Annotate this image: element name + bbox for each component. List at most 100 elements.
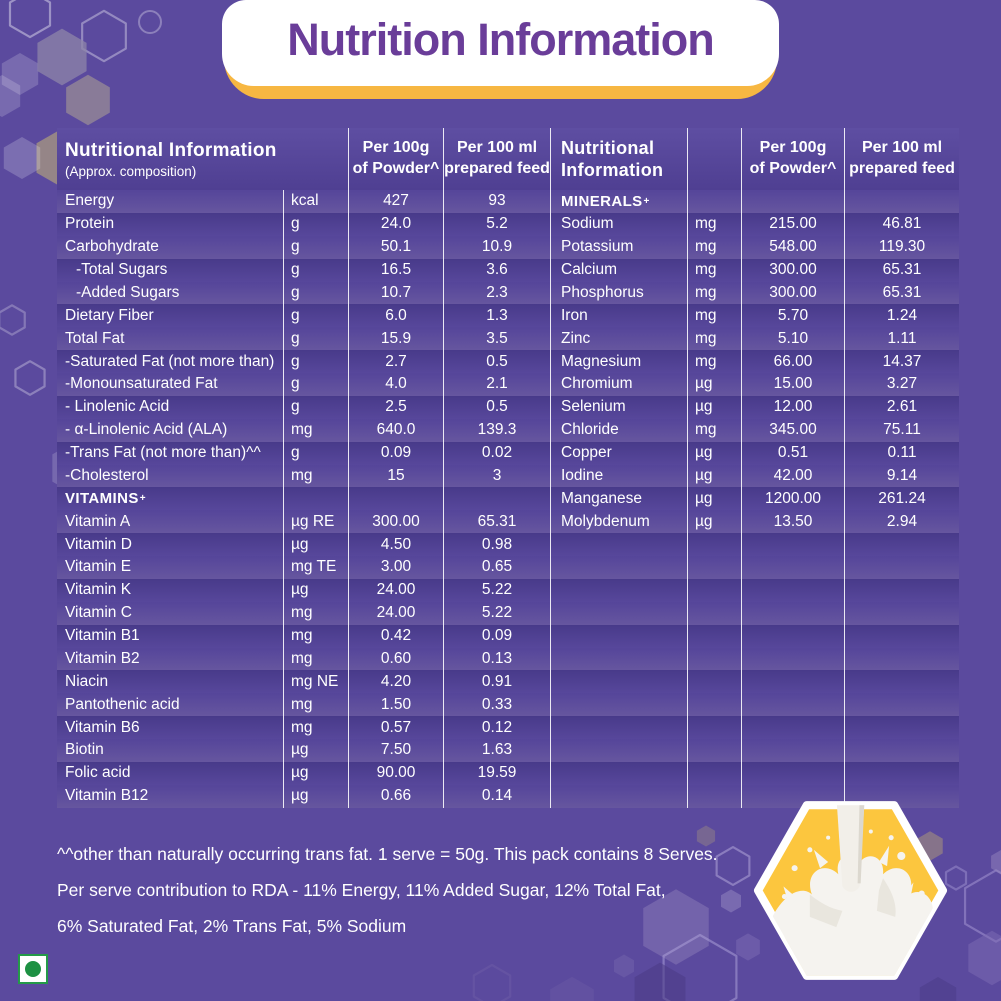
unit — [687, 716, 741, 739]
nutrient-name: Phosphorus — [561, 283, 644, 301]
table-row — [551, 556, 959, 579]
right-table-title-cell: Nutritional Information — [551, 128, 687, 190]
value-per-100g: 2.7 — [348, 350, 443, 373]
unit: µg — [687, 510, 741, 534]
table-row: -Trans Fat (not more than)^^ g 0.09 0.02 — [57, 441, 550, 465]
value-per-100ml: 0.5 — [443, 350, 550, 373]
table-row: Pantothenic acid mg 1.50 0.33 — [57, 693, 550, 717]
table-row: Potassium mg 548.00 119.30 — [551, 235, 959, 259]
table-row: Chloride mg 345.00 75.11 — [551, 418, 959, 442]
right-table-title-line2: Information — [561, 160, 664, 180]
table-row: Magnesium mg 66.00 14.37 — [551, 350, 959, 373]
unit: mg — [687, 350, 741, 373]
value-per-100g — [741, 624, 844, 648]
unit — [687, 533, 741, 556]
value-per-100g — [741, 739, 844, 762]
table-row: Vitamin B1 mg 0.42 0.09 — [57, 624, 550, 648]
right-table-body: MINERALS + Sodium mg 215.00 46.81 Potassium mg 5… — [551, 190, 959, 808]
table-row: Manganese µg 1200.00 261.24 — [551, 487, 959, 511]
nutrient-name — [551, 785, 687, 808]
value-per-100g: 0.57 — [348, 716, 443, 739]
value-per-100g — [741, 578, 844, 602]
value-per-100g: 50.1 — [348, 235, 443, 259]
value-per-100g: 15.00 — [741, 373, 844, 396]
table-row: Vitamin B12 µg 0.66 0.14 — [57, 784, 550, 808]
nutrient-name: Copper — [561, 444, 612, 462]
left-table-title-cell: Nutritional Information (Approx. composi… — [57, 128, 348, 190]
unit: mg — [283, 693, 348, 717]
nutrient-name: Chromium — [561, 375, 633, 393]
value-per-100ml: 65.31 — [844, 281, 959, 305]
nutrient-name: Sodium — [561, 215, 614, 233]
nutrient-name: -Monounsaturated Fat — [65, 375, 218, 393]
value-per-100ml: 119.30 — [844, 235, 959, 259]
nutrient-name — [551, 625, 687, 648]
value-per-100g: 0.60 — [348, 647, 443, 671]
table-row: Sodium mg 215.00 46.81 — [551, 212, 959, 236]
nutrient-name: Niacin — [65, 672, 109, 690]
per-100g-column-header: Per 100g of Powder^ — [348, 128, 443, 190]
value-per-100ml — [844, 578, 959, 602]
value-per-100g — [741, 784, 844, 808]
unit: µg — [687, 373, 741, 396]
value-per-100ml — [844, 647, 959, 671]
left-table-body: Energy kcal 427 93 Protein g 24.0 5.2 Carbohydra… — [57, 190, 550, 808]
unit — [687, 739, 741, 762]
unit: g — [283, 395, 348, 419]
table-row: Carbohydrate g 50.1 10.9 — [57, 235, 550, 259]
unit: mg — [687, 304, 741, 328]
page-title: Nutrition Information — [287, 14, 714, 65]
table-row: Copper µg 0.51 0.11 — [551, 441, 959, 465]
unit: µg — [687, 464, 741, 488]
nutrient-name: -Cholesterol — [65, 466, 149, 484]
table-row: -Total Sugars g 16.5 3.6 — [57, 258, 550, 282]
value-per-100ml: 0.65 — [443, 556, 550, 579]
value-per-100g: 0.42 — [348, 624, 443, 648]
unit — [687, 784, 741, 808]
table-row: Folic acid µg 90.00 19.59 — [57, 761, 550, 785]
table-row — [551, 716, 959, 739]
nutrient-name — [551, 739, 687, 762]
value-per-100ml: 3.27 — [844, 373, 959, 396]
value-per-100ml: 0.09 — [443, 624, 550, 648]
nutrient-name: -Saturated Fat (not more than) — [65, 352, 275, 370]
value-per-100g: 4.20 — [348, 670, 443, 694]
value-per-100g: 4.50 — [348, 533, 443, 556]
table-row: Zinc mg 5.10 1.11 — [551, 327, 959, 351]
value-per-100g — [741, 670, 844, 694]
value-per-100ml: 1.24 — [844, 304, 959, 328]
value-per-100ml — [844, 670, 959, 694]
unit: µg — [687, 441, 741, 465]
left-table-subtitle: (Approx. composition) — [65, 163, 197, 179]
nutrient-name: Vitamin E — [65, 558, 132, 576]
unit: mg NE — [283, 670, 348, 694]
nutrient-name — [551, 693, 687, 716]
value-per-100ml — [844, 716, 959, 739]
unit: µg — [283, 784, 348, 808]
value-per-100g: 1.50 — [348, 693, 443, 717]
unit: mg — [283, 647, 348, 671]
value-per-100ml: 10.9 — [443, 235, 550, 259]
value-per-100ml: 65.31 — [443, 510, 550, 534]
nutrient-name: Zinc — [561, 329, 591, 347]
nutrient-name: Vitamin D — [65, 535, 132, 553]
nutrient-name: Chloride — [561, 421, 619, 439]
value-per-100g: 16.5 — [348, 258, 443, 282]
value-per-100g: 640.0 — [348, 418, 443, 442]
value-per-100ml — [844, 556, 959, 579]
table-row: Vitamin D µg 4.50 0.98 — [57, 533, 550, 556]
per-100ml-column-header: Per 100 ml prepared feed — [844, 128, 959, 190]
value-per-100ml: 1.11 — [844, 327, 959, 351]
value-per-100g — [741, 533, 844, 556]
unit: mg — [283, 624, 348, 648]
value-per-100ml: 2.1 — [443, 373, 550, 396]
value-per-100ml: 5.22 — [443, 601, 550, 625]
vegetarian-dot-icon — [25, 961, 41, 977]
table-row — [551, 533, 959, 556]
unit: mg — [283, 464, 348, 488]
value-per-100ml: 14.37 — [844, 350, 959, 373]
nutrient-name: Vitamin B12 — [65, 787, 149, 805]
table-row: - α-Linolenic Acid (ALA) mg 640.0 139.3 — [57, 418, 550, 442]
unit: g — [283, 304, 348, 328]
